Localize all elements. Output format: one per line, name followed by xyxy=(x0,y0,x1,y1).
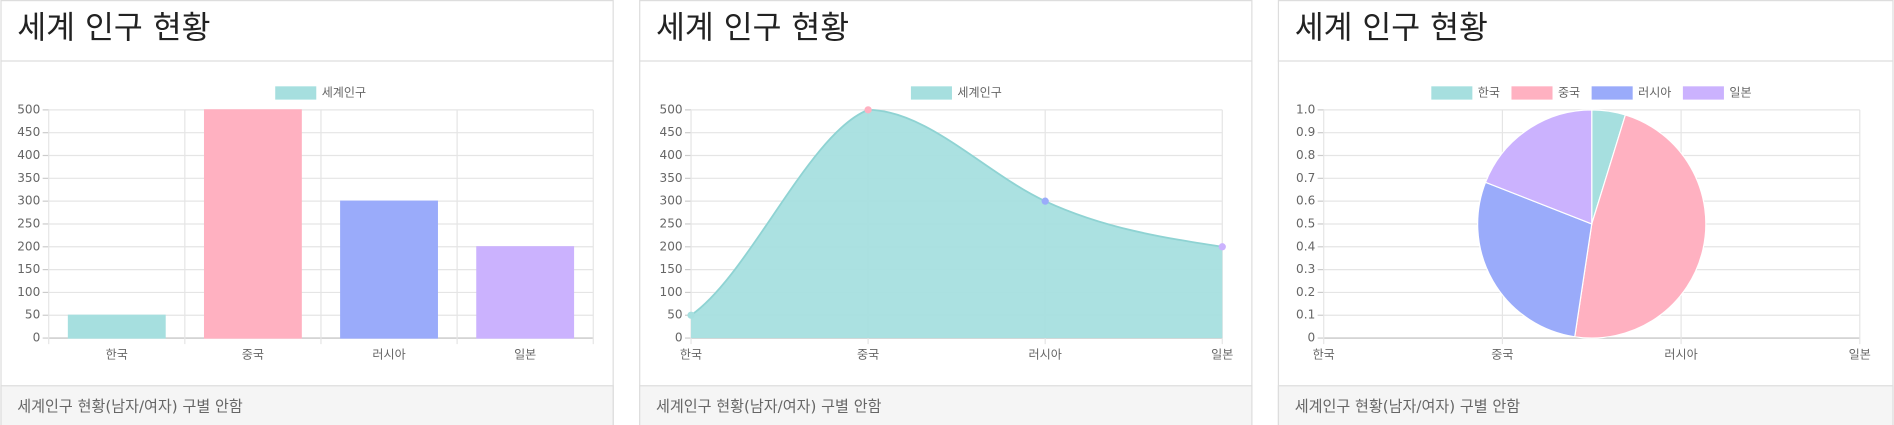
x-tick-label: 중국 xyxy=(1491,347,1513,361)
card-title: 세계 인구 현황 xyxy=(1295,10,1488,46)
area xyxy=(691,109,1223,339)
bar xyxy=(340,200,438,339)
card-footer xyxy=(1277,385,1894,425)
y-tick-label: 500 xyxy=(660,102,683,116)
line xyxy=(690,108,1223,316)
pie-slice xyxy=(1574,114,1707,339)
card-footer-text: 세계인구 현황(남자/여자) 구별 안함 xyxy=(17,397,243,415)
legend-swatch xyxy=(1591,86,1633,100)
y-tick-label: 0.6 xyxy=(1296,194,1315,208)
y-tick-label: 350 xyxy=(660,171,683,185)
x-tick-label: 한국 xyxy=(106,347,128,361)
x-tick-label: 중국 xyxy=(857,347,879,361)
card-footer xyxy=(639,385,1253,425)
y-tick-label: 250 xyxy=(17,216,40,230)
card-title: 세계 인구 현황 xyxy=(17,10,210,46)
legend-label: 중국 xyxy=(1558,85,1580,99)
y-tick-label: 200 xyxy=(17,239,40,253)
y-tick-label: 450 xyxy=(17,125,40,139)
y-tick-label: 1.0 xyxy=(1296,102,1315,116)
y-tick-label: 150 xyxy=(660,262,683,276)
y-tick-label: 0.9 xyxy=(1296,125,1315,139)
point xyxy=(1041,197,1049,205)
legend-swatch xyxy=(910,86,952,100)
legend-swatch xyxy=(275,86,317,100)
y-tick-label: 0.5 xyxy=(1296,216,1315,230)
y-tick-label: 0.1 xyxy=(1296,308,1315,322)
y-tick-label: 500 xyxy=(17,102,40,116)
legend-swatch xyxy=(1511,86,1553,100)
x-tick-label: 일본 xyxy=(1211,347,1233,361)
y-tick-label: 300 xyxy=(660,194,683,208)
y-tick-label: 50 xyxy=(667,308,682,322)
x-tick-label: 한국 xyxy=(680,347,702,361)
card-title: 세계 인구 현황 xyxy=(656,10,849,46)
y-tick-label: 0.8 xyxy=(1296,148,1315,162)
y-tick-label: 0.3 xyxy=(1296,262,1315,276)
legend-label: 일본 xyxy=(1729,85,1751,99)
y-tick-label: 50 xyxy=(25,308,40,322)
x-tick-label: 러시아 xyxy=(372,347,405,361)
legend-swatch xyxy=(1682,86,1724,100)
x-tick-label: 러시아 xyxy=(1664,347,1697,361)
y-tick-label: 0.7 xyxy=(1296,171,1315,185)
legend-label: 세계인구 xyxy=(957,85,1001,99)
y-tick-label: 400 xyxy=(17,148,40,162)
y-tick-label: 0.4 xyxy=(1296,239,1315,253)
legend-label: 러시아 xyxy=(1638,85,1671,99)
card-footer-text: 세계인구 현황(남자/여자) 구별 안함 xyxy=(1295,397,1521,415)
y-tick-label: 200 xyxy=(660,239,683,253)
y-tick-label: 150 xyxy=(17,262,40,276)
card-footer xyxy=(0,385,614,425)
pie-slice xyxy=(1477,181,1593,338)
y-tick-label: 0 xyxy=(1308,331,1316,345)
bar xyxy=(203,109,302,339)
point xyxy=(687,311,695,319)
x-tick-label: 일본 xyxy=(1849,347,1871,361)
x-tick-label: 일본 xyxy=(514,347,536,361)
x-tick-label: 중국 xyxy=(242,347,264,361)
y-tick-label: 450 xyxy=(660,125,683,139)
y-tick-label: 350 xyxy=(17,171,40,185)
pie-slice xyxy=(1484,109,1593,225)
y-tick-label: 250 xyxy=(660,216,683,230)
x-tick-label: 한국 xyxy=(1313,347,1335,361)
bar xyxy=(476,246,575,339)
card-body xyxy=(0,0,614,425)
card-footer-text: 세계인구 현황(남자/여자) 구별 안함 xyxy=(656,397,882,415)
y-tick-label: 0 xyxy=(675,331,683,345)
y-tick-label: 100 xyxy=(660,285,683,299)
y-tick-label: 0 xyxy=(33,331,41,345)
y-tick-label: 400 xyxy=(660,148,683,162)
x-tick-label: 러시아 xyxy=(1029,347,1062,361)
point xyxy=(864,106,872,114)
y-tick-label: 100 xyxy=(17,285,40,299)
y-tick-label: 300 xyxy=(17,194,40,208)
point xyxy=(1218,243,1226,251)
legend-swatch xyxy=(1431,86,1473,100)
y-tick-label: 0.2 xyxy=(1296,285,1315,299)
legend-label: 세계인구 xyxy=(322,85,366,99)
bar xyxy=(67,314,166,339)
legend-label: 한국 xyxy=(1478,85,1500,99)
